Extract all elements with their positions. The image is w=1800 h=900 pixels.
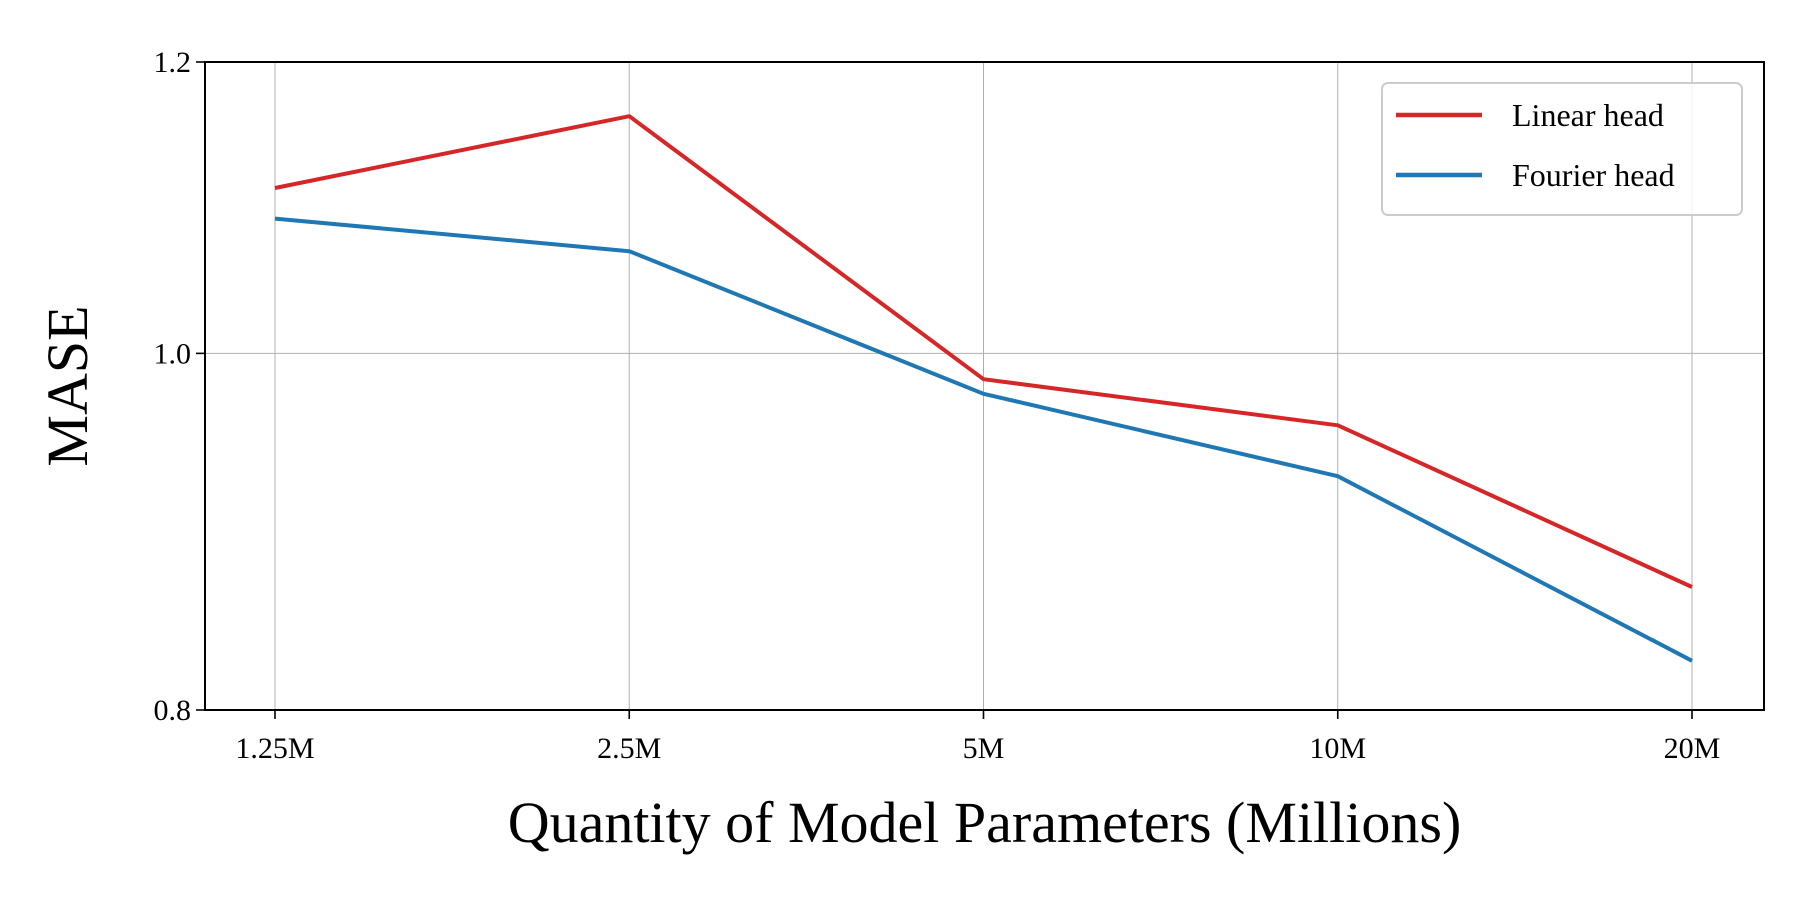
x-tick-label: 10M xyxy=(1309,732,1366,765)
legend-label: Linear head xyxy=(1512,97,1664,133)
axis-ticks: 1.25M 2.5M 5M 10M 20M 0.8 1.0 1.2 xyxy=(154,46,1721,765)
legend: Linear head Fourier head xyxy=(1381,82,1743,216)
x-tick-label: 5M xyxy=(963,732,1005,765)
x-axis-label: Quantity of Model Parameters (Millions) xyxy=(508,790,1462,855)
x-tick-label: 2.5M xyxy=(597,732,661,765)
series-line-linear-head xyxy=(274,114,1693,589)
series-lines xyxy=(274,114,1693,663)
legend-label: Fourier head xyxy=(1512,157,1675,193)
x-tick-label: 20M xyxy=(1664,732,1721,765)
y-tick-label: 1.2 xyxy=(154,46,192,79)
y-tick-label: 0.8 xyxy=(154,694,192,727)
x-tick-label: 1.25M xyxy=(235,732,314,765)
y-tick-label: 1.0 xyxy=(154,337,192,370)
series-line-fourier-head xyxy=(274,216,1693,663)
plot-frame xyxy=(204,61,1765,711)
y-axis-label: MASE xyxy=(35,305,100,466)
